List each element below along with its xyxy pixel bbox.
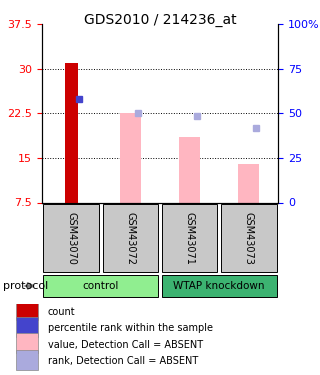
Bar	[44, 204, 99, 272]
Bar	[65, 63, 78, 202]
Bar	[16, 317, 38, 337]
Text: GSM43072: GSM43072	[125, 211, 135, 265]
Text: WTAP knockdown: WTAP knockdown	[173, 281, 265, 291]
Bar	[16, 300, 38, 321]
Text: count: count	[48, 307, 76, 317]
Text: percentile rank within the sample: percentile rank within the sample	[48, 323, 213, 333]
Bar	[16, 333, 38, 353]
Text: rank, Detection Call = ABSENT: rank, Detection Call = ABSENT	[48, 356, 198, 366]
Text: GDS2010 / 214236_at: GDS2010 / 214236_at	[84, 13, 236, 27]
Text: control: control	[83, 281, 119, 291]
Bar	[221, 204, 276, 272]
Bar	[103, 204, 158, 272]
Bar	[44, 275, 158, 297]
Text: GSM43073: GSM43073	[244, 211, 254, 265]
Bar	[238, 164, 259, 202]
Text: GSM43070: GSM43070	[66, 211, 76, 265]
Bar	[162, 275, 276, 297]
Text: protocol: protocol	[3, 281, 48, 291]
Bar	[162, 204, 217, 272]
Text: GSM43071: GSM43071	[185, 211, 195, 265]
Bar	[16, 350, 38, 370]
Text: value, Detection Call = ABSENT: value, Detection Call = ABSENT	[48, 340, 203, 350]
Bar	[120, 113, 141, 202]
Bar	[179, 137, 200, 202]
